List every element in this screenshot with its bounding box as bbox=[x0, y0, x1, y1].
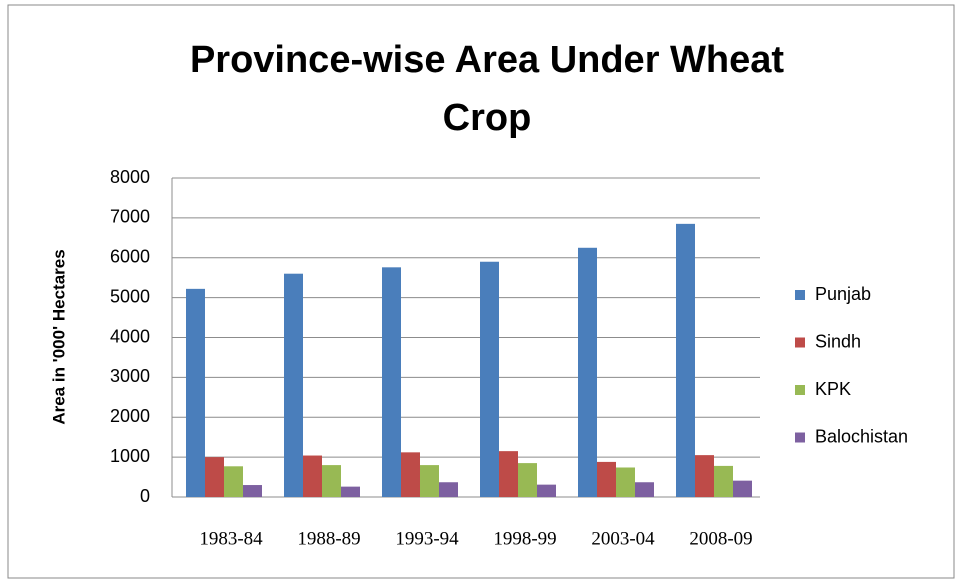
bar bbox=[597, 461, 616, 497]
legend-label: Punjab bbox=[815, 284, 871, 304]
bar bbox=[382, 267, 401, 497]
x-tick-label: 1993-94 bbox=[395, 528, 459, 549]
bar bbox=[635, 482, 654, 497]
legend-swatch bbox=[795, 385, 805, 395]
chart-title: Province-wise Area Under Wheat Crop bbox=[190, 39, 784, 139]
bar bbox=[401, 452, 420, 497]
legend-swatch bbox=[795, 337, 805, 348]
bar bbox=[341, 486, 360, 497]
bar bbox=[205, 457, 224, 497]
legend-label: Balochistan bbox=[815, 426, 908, 446]
bar bbox=[322, 465, 341, 497]
bar bbox=[480, 261, 499, 497]
bar bbox=[537, 484, 556, 497]
bar bbox=[303, 455, 322, 497]
y-tick-label: 1000 bbox=[110, 446, 150, 466]
bar bbox=[695, 455, 714, 497]
legend-label: Sindh bbox=[815, 331, 861, 351]
bar bbox=[186, 288, 205, 497]
x-tick-label: 1988-89 bbox=[297, 528, 360, 549]
y-tick-label: 2000 bbox=[110, 406, 150, 426]
bar bbox=[284, 273, 303, 497]
y-tick-label: 3000 bbox=[110, 366, 150, 386]
y-tick-label: 6000 bbox=[110, 247, 150, 267]
bar bbox=[714, 465, 733, 497]
x-tick-label: 2003-04 bbox=[591, 528, 655, 549]
y-axis-label: Area in '000' Hectares bbox=[49, 249, 68, 424]
y-tick-label: 8000 bbox=[110, 167, 150, 187]
legend-label: KPK bbox=[815, 379, 851, 399]
legend-swatch bbox=[795, 432, 805, 443]
legend-swatch bbox=[795, 290, 805, 300]
y-tick-label: 4000 bbox=[110, 326, 150, 346]
bar bbox=[578, 247, 597, 497]
x-tick-label: 1983-84 bbox=[199, 528, 263, 549]
y-tick-label: 7000 bbox=[110, 207, 150, 227]
bar bbox=[733, 480, 752, 497]
x-tick-label: 1998-99 bbox=[493, 528, 556, 549]
bar bbox=[518, 463, 537, 497]
bar bbox=[499, 451, 518, 497]
y-tick-label: 0 bbox=[140, 486, 150, 506]
bar bbox=[439, 482, 458, 497]
y-tick-label: 5000 bbox=[110, 286, 150, 306]
bar bbox=[616, 467, 635, 497]
bar bbox=[243, 485, 262, 497]
bar bbox=[676, 223, 695, 497]
x-tick-label: 2008-09 bbox=[689, 528, 752, 549]
bar bbox=[224, 466, 243, 497]
bar bbox=[420, 465, 439, 497]
